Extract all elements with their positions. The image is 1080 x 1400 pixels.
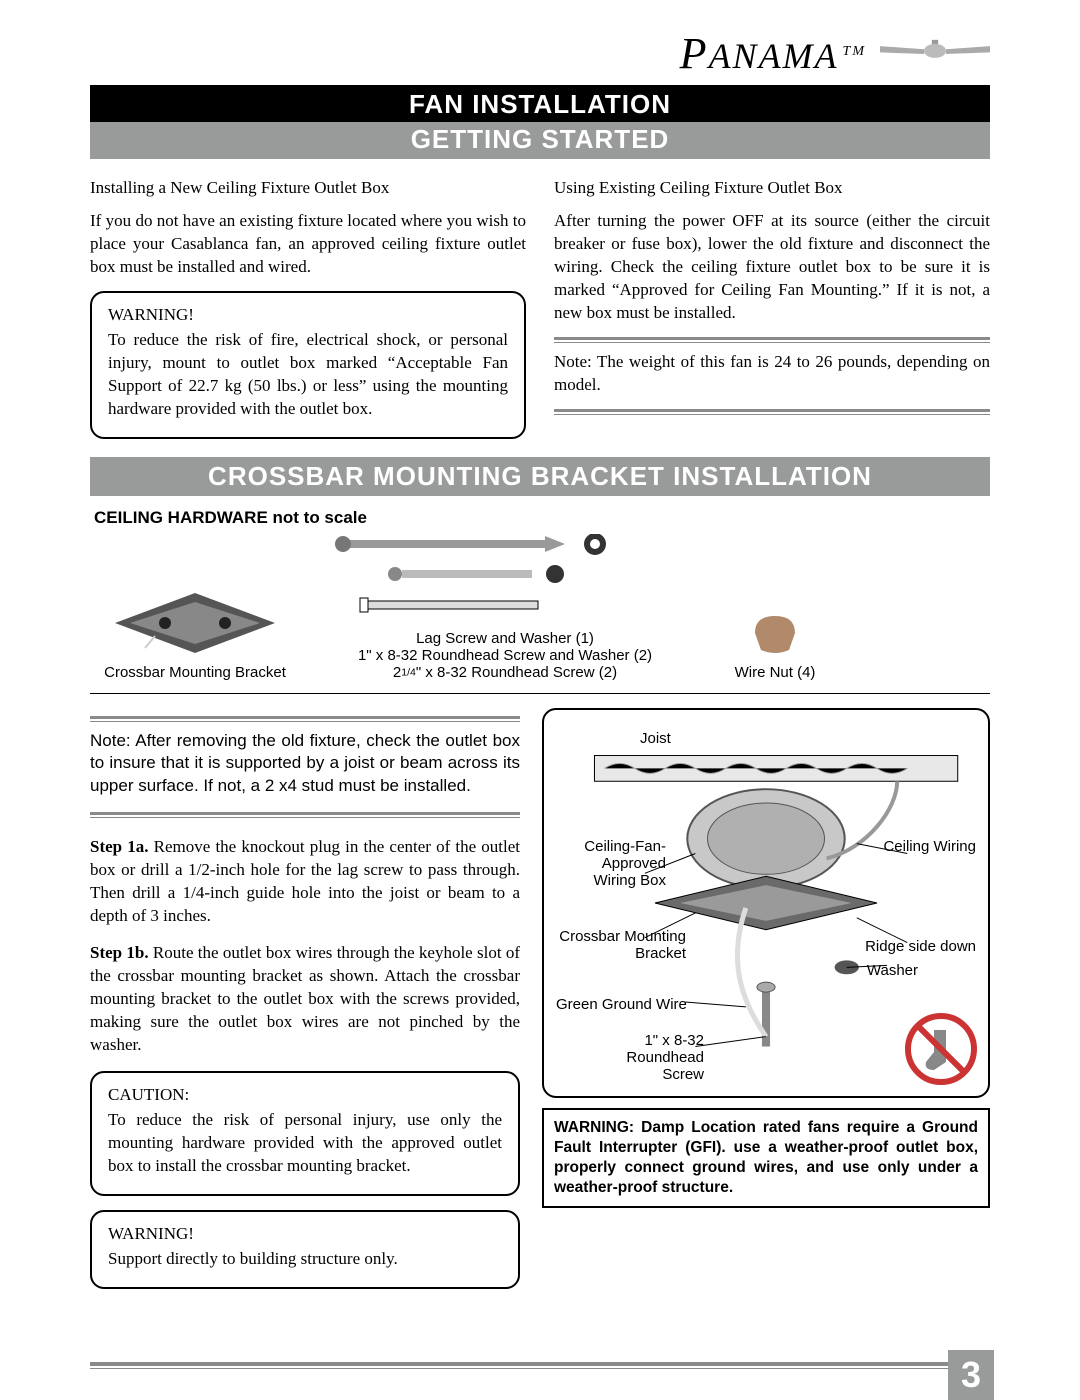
warning-box-2: WARNING! Support directly to building st… [90, 1210, 520, 1289]
double-rule-4 [90, 812, 520, 818]
trademark: TM [843, 44, 866, 59]
bracket-icon [105, 588, 285, 658]
lbl-screw: 1" x 8-32 Roundhead Screw [584, 1032, 704, 1083]
damp-warning: WARNING: Damp Location rated fans requir… [542, 1108, 990, 1209]
lbl-ridge: Ridge side down [865, 938, 976, 955]
screws-icon [335, 534, 675, 624]
left-column: Installing a New Ceiling Fixture Outlet … [90, 177, 526, 439]
step1b-label: Step 1b. [90, 943, 149, 962]
double-rule-2 [554, 409, 990, 415]
caution-box: CAUTION: To reduce the risk of personal … [90, 1071, 520, 1196]
bottom-left: Note: After removing the old fixture, ch… [90, 708, 520, 1289]
install-diagram: Joist Ceiling-Fan-Approved Wiring Box Ce… [542, 708, 990, 1098]
no-socks-icon [904, 1012, 978, 1086]
hw-wirenut: Wire Nut (4) [710, 608, 840, 681]
warning2-body: Support directly to building structure o… [108, 1248, 502, 1271]
right-column: Using Existing Ceiling Fixture Outlet Bo… [554, 177, 990, 439]
step-1b: Step 1b. Route the outlet box wires thro… [90, 942, 520, 1057]
double-rule-1 [554, 337, 990, 343]
wirenut-icon [745, 608, 805, 658]
warning-body: To reduce the risk of fire, electrical s… [108, 329, 508, 421]
left-lead: Installing a New Ceiling Fixture Outlet … [90, 177, 526, 200]
thin-rule [90, 693, 990, 694]
round1-label: 1" x 8-32 Roundhead Screw and Washer (2) [330, 647, 680, 664]
bracket-label: Crossbar Mounting Bracket [90, 664, 300, 681]
brand-initial: P [680, 29, 709, 78]
hardware-row: Crossbar Mounting Bracket Lag Screw and … [90, 534, 990, 681]
round2-label: 21/4" x 8-32 Roundhead Screw (2) [330, 664, 680, 681]
brand-name: PANAMA TM [680, 28, 866, 79]
step1a-text: Remove the knockout plug in the center o… [90, 837, 520, 925]
hw-screws: Lag Screw and Washer (1) 1" x 8-32 Round… [330, 534, 680, 681]
hardware-title: CEILING HARDWARE not to scale [94, 508, 990, 528]
step1a-label: Step 1a. [90, 837, 149, 856]
brand-rest: ANAMA [709, 36, 839, 76]
double-rule-3 [90, 716, 520, 722]
brand-header: PANAMA TM [90, 28, 990, 79]
lbl-joist: Joist [640, 730, 671, 747]
page-footer: 3 [90, 1362, 990, 1369]
lbl-cwiring: Ceiling Wiring [883, 838, 976, 855]
step1b-text: Route the outlet box wires through the k… [90, 943, 520, 1054]
hw-bracket: Crossbar Mounting Bracket [90, 588, 300, 681]
outlet-note: Note: After removing the old fixture, ch… [90, 730, 520, 799]
lbl-ground: Green Ground Wire [556, 996, 687, 1013]
wirenut-label: Wire Nut (4) [710, 664, 840, 681]
lag-label: Lag Screw and Washer (1) [330, 630, 680, 647]
right-lead: Using Existing Ceiling Fixture Outlet Bo… [554, 177, 990, 200]
step-1a: Step 1a. Remove the knockout plug in the… [90, 836, 520, 928]
lbl-bracket: Crossbar Mounting Bracket [556, 928, 686, 962]
caution-body: To reduce the risk of personal injury, u… [108, 1109, 502, 1178]
lbl-box: Ceiling-Fan-Approved Wiring Box [556, 838, 666, 889]
weight-note: Note: The weight of this fan is 24 to 26… [554, 351, 990, 397]
outlet-note-text: Note: After removing the old fixture, ch… [90, 730, 520, 799]
crossbar-header: CROSSBAR MOUNTING BRACKET INSTALLATION [90, 457, 990, 496]
caution-title: CAUTION: [108, 1085, 502, 1105]
warning-title: WARNING! [108, 305, 508, 325]
fan-icon [880, 39, 990, 69]
bottom-right: Joist Ceiling-Fan-Approved Wiring Box Ce… [542, 708, 990, 1289]
section-title-black: FAN INSTALLATION [90, 85, 990, 122]
warning-box-1: WARNING! To reduce the risk of fire, ele… [90, 291, 526, 439]
left-p1: If you do not have an existing fixture l… [90, 210, 526, 279]
warning2-title: WARNING! [108, 1224, 502, 1244]
right-p1: After turning the power OFF at its sourc… [554, 210, 990, 325]
page-number: 3 [948, 1350, 994, 1400]
section-title-gray: GETTING STARTED [90, 122, 990, 159]
lbl-washer: Washer [867, 962, 918, 979]
